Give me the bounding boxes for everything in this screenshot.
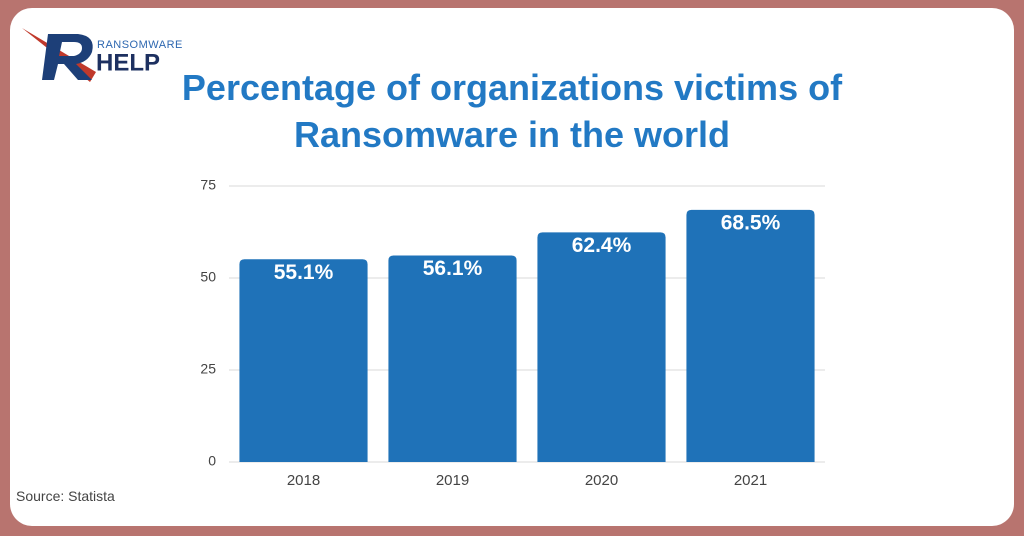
bar	[537, 232, 666, 462]
logo: RANSOMWARE HELP	[22, 28, 183, 82]
x-tick-label: 2019	[436, 472, 469, 489]
y-tick-label: 50	[200, 269, 216, 285]
value-label: 55.1%	[274, 261, 334, 284]
value-label: 56.1%	[423, 257, 483, 280]
y-tick-label: 0	[208, 453, 216, 469]
x-tick-label: 2018	[287, 472, 320, 489]
bar	[388, 255, 517, 462]
logo-small: RANSOMWARE	[97, 39, 183, 51]
bar	[239, 259, 368, 462]
value-label: 68.5%	[721, 211, 781, 234]
source: Source: Statista	[16, 488, 115, 504]
x-tick-label: 2021	[734, 472, 767, 489]
x-tick-label: 2020	[585, 472, 618, 489]
chart-title: Percentage of organizations victims of R…	[181, 67, 843, 155]
y-tick-label: 75	[200, 177, 216, 193]
value-label: 62.4%	[572, 234, 632, 257]
bar	[686, 209, 815, 462]
logo-large: HELP	[96, 49, 160, 76]
y-tick-label: 25	[200, 361, 216, 377]
logo-mark	[42, 34, 93, 80]
